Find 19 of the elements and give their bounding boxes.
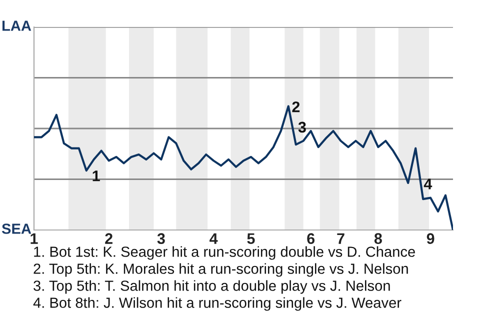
x-tick-label: 4 (210, 233, 218, 244)
text: 2. Top 5th: K. Morales hit a run-scoring single vs J. Nelson (34, 263, 408, 277)
x-tick-label: 2 (105, 233, 112, 244)
text: 4. Bot 8th: J. Wilson hit a run-scoring single vs J. Weaver (33, 297, 402, 311)
text: LAA (2, 20, 32, 31)
x-tick-label: 8 (374, 233, 382, 244)
x-tick-label: 7 (337, 233, 344, 244)
annotation: 1 (92, 170, 100, 182)
text: 1. Bot 1st: K. Seager hit a run-scoring double vs D. Chance (34, 246, 415, 260)
text: 3. Top 5th: T. Salmon hit into a double play vs J. Nelson (34, 280, 390, 294)
text: SEA (2, 224, 32, 234)
x-tick-label: 5 (247, 233, 255, 244)
x-tick-label: 6 (307, 233, 315, 244)
x-tick-label: 3 (157, 233, 165, 244)
annotation: 2 (292, 101, 300, 112)
x-tick-label: 1 (30, 233, 38, 244)
annotation: 4 (424, 178, 432, 190)
annotation: 3 (298, 122, 306, 133)
x-tick-label: 9 (426, 233, 434, 244)
